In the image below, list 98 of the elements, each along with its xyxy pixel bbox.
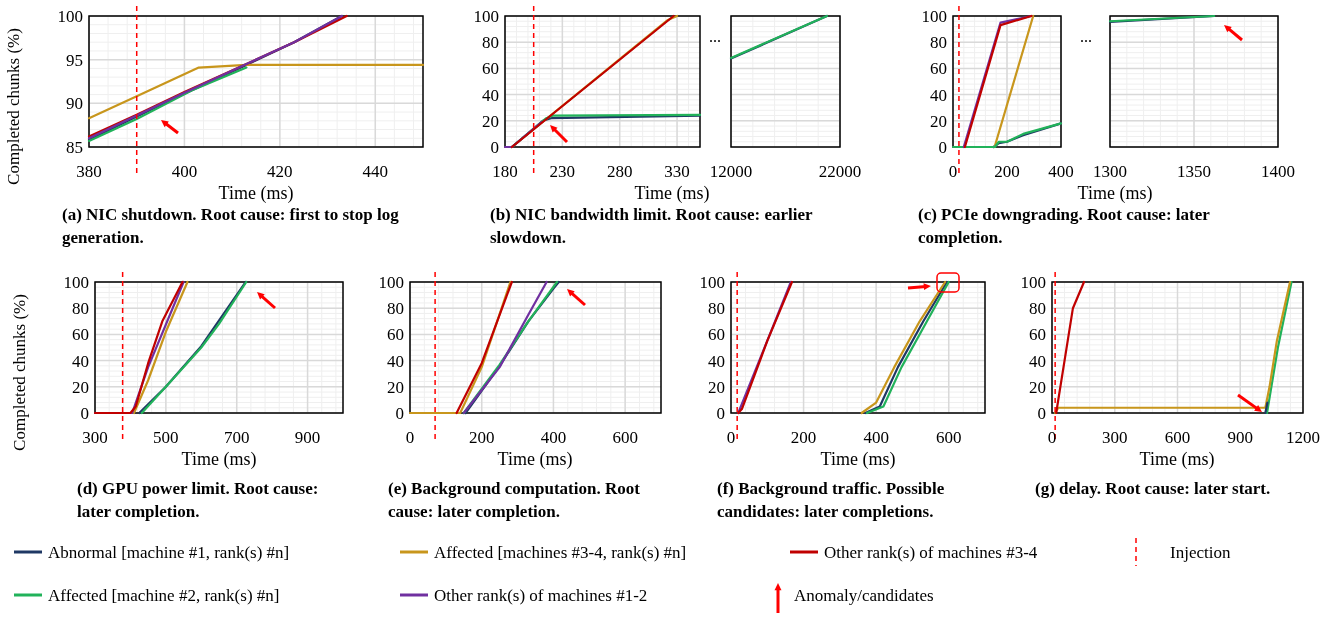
x-tick-label: 700 bbox=[223, 428, 250, 447]
legend-label: Affected [machine #2, rank(s) #n] bbox=[48, 586, 280, 605]
y-tick-label: 40 bbox=[1029, 351, 1046, 371]
x-tick-label: 200 bbox=[994, 162, 1020, 181]
y-tick-label: 20 bbox=[387, 377, 404, 397]
legend-label: Abnormal [machine #1, rank(s) #n] bbox=[48, 543, 290, 562]
x-axis-title: Time (ms) bbox=[218, 183, 294, 204]
y-tick-label: 20 bbox=[1029, 377, 1046, 397]
text: (g) delay. Root cause: later start. bbox=[1035, 479, 1271, 498]
x-tick-label: 900 bbox=[294, 428, 321, 447]
y-tick-label: 80 bbox=[930, 33, 947, 53]
x-tick-label: 22000 bbox=[818, 162, 862, 181]
x-tick-label: 900 bbox=[1227, 428, 1253, 447]
x-tick-label: 300 bbox=[82, 428, 108, 447]
x-axis-title: Time (ms) bbox=[820, 449, 896, 470]
y-tick-label: 80 bbox=[1029, 299, 1046, 319]
y-tick-label: 20 bbox=[72, 377, 89, 397]
x-tick-label: 440 bbox=[362, 162, 389, 181]
y-tick-label: 95 bbox=[66, 50, 83, 70]
y-tick-label: 0 bbox=[716, 404, 725, 423]
y-tick-label: 60 bbox=[708, 325, 725, 345]
line-series bbox=[87, 66, 248, 142]
x-tick-label: 1300 bbox=[1093, 162, 1127, 181]
y-tick-label: 90 bbox=[66, 94, 83, 114]
y-tick-label: 60 bbox=[482, 59, 499, 79]
text: (b) NIC bandwidth limit. Root cause: earlier slowdown. bbox=[490, 205, 813, 247]
x-tick-label: 330 bbox=[664, 162, 690, 181]
y-tick-label: 85 bbox=[66, 138, 83, 157]
x-tick-label: 600 bbox=[935, 428, 962, 447]
x-axis-title: Time (ms) bbox=[181, 449, 257, 470]
y-tick-label: 80 bbox=[482, 33, 499, 53]
text: (d) GPU power limit. Root cause: later completion. bbox=[77, 479, 319, 521]
x-tick-label: 12000 bbox=[709, 162, 753, 181]
x-tick-label: 1200 bbox=[1286, 428, 1320, 447]
y-tick-label: 40 bbox=[708, 351, 725, 371]
text: (e) Background computation. Root cause: later completion. bbox=[388, 479, 641, 521]
y-tick-label: 0 bbox=[490, 138, 499, 157]
text: (f) Background traffic. Possible candidates: later completions. bbox=[717, 479, 945, 521]
line-series bbox=[1055, 280, 1086, 415]
y-tick-label: 20 bbox=[930, 111, 947, 131]
x-tick-label: 200 bbox=[468, 428, 495, 447]
legend-label: Affected [machines #3-4, rank(s) #n] bbox=[434, 543, 687, 562]
y-tick-label: 100 bbox=[921, 7, 947, 26]
y-tick-label: 60 bbox=[72, 325, 89, 345]
line-series bbox=[132, 280, 189, 415]
x-axis-title: Time (ms) bbox=[1077, 183, 1153, 204]
y-tick-label: 40 bbox=[72, 351, 89, 371]
y-tick-label: 80 bbox=[387, 299, 404, 319]
y-tick-label: 20 bbox=[482, 111, 499, 131]
legend-label: Injection bbox=[1170, 543, 1231, 562]
y-tick-label: 100 bbox=[63, 273, 89, 292]
y-tick-label: 60 bbox=[387, 325, 404, 345]
y-tick-label: 80 bbox=[72, 299, 89, 319]
y-tick-label: 0 bbox=[80, 404, 89, 423]
text: (c) PCIe downgrading. Root cause: later completion. bbox=[918, 205, 1211, 247]
x-tick-label: 600 bbox=[1164, 428, 1191, 447]
y-tick-label: 40 bbox=[930, 85, 947, 105]
y-tick-label: 60 bbox=[1029, 325, 1046, 345]
legend-label: Other rank(s) of machines #1-2 bbox=[434, 586, 648, 605]
x-tick-label: 200 bbox=[790, 428, 817, 447]
x-tick-label: 380 bbox=[76, 162, 102, 181]
x-tick-label: 400 bbox=[171, 162, 198, 181]
text: ... bbox=[709, 28, 721, 45]
y-tick-label: 0 bbox=[1037, 404, 1046, 423]
x-tick-label: 600 bbox=[612, 428, 638, 447]
y-tick-label: 40 bbox=[482, 85, 499, 105]
y-tick-label: 0 bbox=[938, 138, 947, 157]
y-tick-label: 100 bbox=[1020, 273, 1046, 292]
x-tick-label: 500 bbox=[153, 428, 179, 447]
x-tick-label: 280 bbox=[606, 162, 633, 181]
legend-label: Other rank(s) of machines #3-4 bbox=[824, 543, 1038, 562]
y-tick-label: 20 bbox=[708, 377, 725, 397]
x-tick-label: 400 bbox=[1048, 162, 1074, 181]
text: Anomaly/candidates bbox=[794, 586, 934, 605]
x-tick-label: 420 bbox=[267, 162, 293, 181]
x-tick-label: 1350 bbox=[1177, 162, 1211, 181]
x-tick-label: 400 bbox=[540, 428, 567, 447]
y-tick-label: 100 bbox=[699, 273, 725, 292]
y-axis-title: Completed chunks (%) bbox=[4, 28, 23, 185]
line-series bbox=[87, 63, 425, 120]
x-tick-label: 1400 bbox=[1261, 162, 1295, 181]
y-tick-label: 100 bbox=[378, 273, 404, 292]
x-tick-label: 300 bbox=[1102, 428, 1128, 447]
x-axis-title: Time (ms) bbox=[634, 183, 710, 204]
y-axis-title: Completed chunks (%) bbox=[10, 294, 29, 451]
y-tick-label: 40 bbox=[387, 351, 404, 371]
x-tick-label: 180 bbox=[492, 162, 518, 181]
x-axis-title: Time (ms) bbox=[497, 449, 573, 470]
text: ... bbox=[1080, 28, 1092, 45]
y-tick-label: 100 bbox=[473, 7, 499, 26]
y-tick-label: 80 bbox=[708, 299, 725, 319]
x-tick-label: 230 bbox=[549, 162, 576, 181]
text: (a) NIC shutdown. Root cause: first to stop log generation. bbox=[62, 205, 400, 247]
x-axis-title: Time (ms) bbox=[1139, 449, 1215, 470]
y-tick-label: 100 bbox=[57, 7, 83, 26]
y-tick-label: 0 bbox=[395, 404, 404, 423]
y-tick-label: 60 bbox=[930, 59, 947, 79]
x-tick-label: 400 bbox=[863, 428, 889, 447]
